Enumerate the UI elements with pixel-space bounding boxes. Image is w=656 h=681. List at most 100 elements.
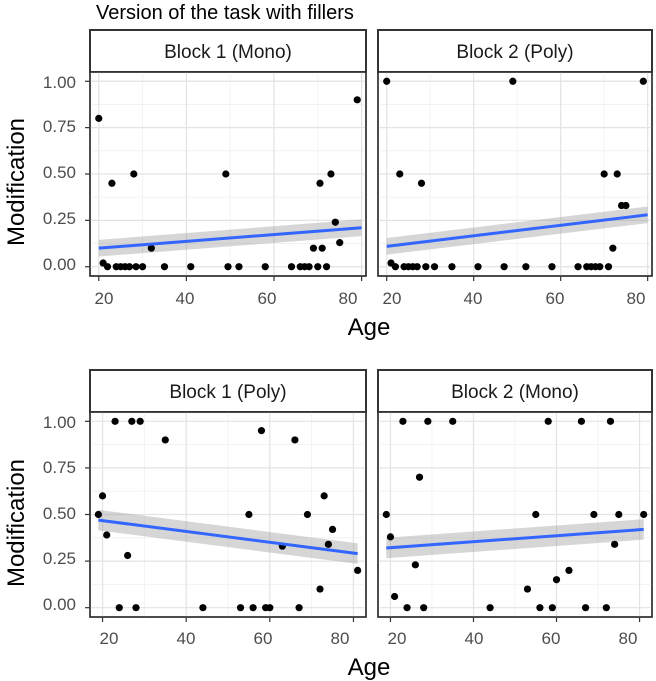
x-tick-label: 20	[100, 629, 119, 648]
y-tick-label: 0.00	[43, 595, 76, 614]
data-point	[316, 179, 324, 187]
data-point	[336, 239, 344, 247]
data-point	[199, 604, 207, 612]
data-point	[309, 244, 318, 252]
data-point	[187, 263, 195, 271]
data-point	[411, 561, 419, 569]
x-tick-label: 80	[339, 289, 358, 308]
data-point	[314, 263, 322, 271]
panel-block2-mono	[377, 411, 653, 622]
data-point	[383, 77, 391, 85]
strip-top-right: Block 2 (Poly)	[377, 29, 653, 73]
data-point	[522, 263, 530, 271]
data-point	[111, 417, 119, 425]
data-point	[331, 218, 339, 226]
data-point	[500, 263, 508, 271]
data-point	[448, 263, 456, 271]
data-point	[640, 510, 648, 519]
y-tick-labels-top: 0.00 0.25 0.50 0.75 1.00	[43, 73, 76, 274]
x-tick-label: 40	[176, 289, 195, 308]
strip-label: Block 2 (Mono)	[451, 382, 579, 403]
data-point	[544, 417, 552, 425]
data-point	[391, 263, 399, 271]
data-point	[322, 263, 331, 271]
data-point	[257, 427, 266, 435]
panel-border	[89, 71, 367, 277]
data-point	[602, 604, 610, 612]
x-tick-label: 40	[465, 629, 484, 648]
x-tick-label: 60	[546, 289, 565, 308]
data-point	[98, 492, 107, 500]
panel-border	[377, 71, 653, 277]
data-point	[324, 540, 332, 548]
x-tick-label: 60	[258, 289, 277, 308]
data-point	[161, 436, 169, 444]
y-tick-label: 0.75	[43, 458, 76, 477]
data-point	[420, 604, 428, 612]
data-point	[548, 263, 556, 271]
chart-title: Version of the task with fillers	[96, 2, 354, 24]
data-point	[386, 533, 395, 541]
panel-block2-poly	[377, 71, 653, 281]
data-point	[318, 244, 326, 252]
strip-box	[377, 29, 653, 73]
data-point	[611, 540, 619, 548]
y-tick-label: 0.25	[43, 549, 76, 568]
data-point	[430, 263, 439, 271]
data-point	[261, 263, 269, 271]
data-point	[287, 263, 296, 271]
data-point	[399, 417, 407, 425]
data-point	[486, 604, 494, 612]
data-point	[509, 77, 517, 85]
data-point	[295, 604, 303, 612]
y-tick-labels-bottom: 0.00 0.25 0.50 0.75 1.00	[43, 413, 76, 614]
x-axis-title-top: Age	[348, 314, 391, 341]
regression-line	[386, 213, 648, 248]
panel-border	[89, 411, 367, 618]
data-point	[103, 531, 111, 539]
data-point	[609, 244, 617, 252]
data-point	[132, 604, 140, 612]
data-point	[596, 263, 604, 271]
y-tick-label: 0.50	[43, 163, 76, 182]
data-point	[266, 604, 274, 612]
panel-block1-mono	[85, 71, 367, 281]
strip-label: Block 2 (Poly)	[456, 42, 573, 63]
data-point	[136, 417, 144, 425]
data-point	[353, 96, 361, 104]
data-point	[577, 417, 586, 425]
y-axis-title-top: Modification	[3, 118, 30, 246]
data-point	[552, 576, 561, 584]
data-point	[132, 263, 140, 271]
regression-line	[98, 226, 362, 250]
x-tick-label: 80	[627, 289, 646, 308]
data-point	[222, 170, 230, 178]
data-point	[474, 263, 482, 271]
data-point	[382, 510, 390, 519]
x-tick-label: 60	[542, 629, 561, 648]
data-point	[327, 170, 335, 178]
strip-label: Block 1 (Mono)	[164, 42, 292, 63]
data-point	[415, 473, 424, 481]
data-point	[103, 263, 112, 271]
data-point	[600, 170, 608, 178]
data-point	[303, 510, 312, 519]
data-point	[604, 263, 613, 271]
x-tick-label: 60	[254, 629, 273, 648]
y-tick-label: 0.75	[43, 117, 76, 136]
x-tick-labels-bottom-left: 20 40 60 80	[100, 629, 350, 648]
x-tick-label: 40	[464, 289, 483, 308]
y-tick-label: 0.50	[43, 504, 76, 523]
data-point	[236, 604, 245, 612]
data-point	[590, 510, 598, 519]
data-point	[536, 604, 544, 612]
x-tick-label: 20	[388, 629, 407, 648]
data-point	[606, 417, 615, 425]
data-point	[124, 551, 132, 560]
data-point	[396, 170, 404, 178]
x-tick-labels-bottom-right: 20 40 60 80	[388, 629, 638, 648]
x-axis-title-bottom: Age	[348, 654, 391, 681]
data-point	[128, 417, 136, 425]
data-point	[581, 604, 590, 612]
data-point	[523, 585, 532, 593]
